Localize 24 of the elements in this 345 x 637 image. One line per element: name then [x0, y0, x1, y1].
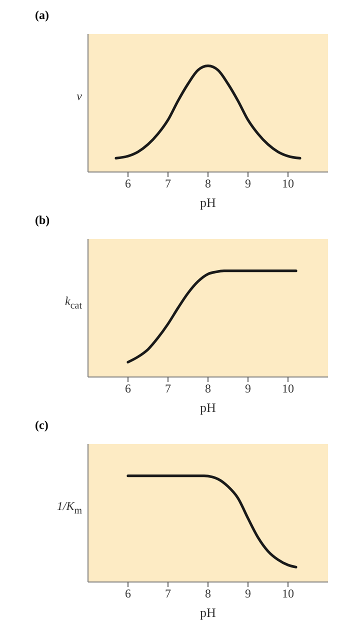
x-tick-label: 9 [245, 586, 251, 601]
x-tick-label: 8 [205, 586, 211, 601]
x-tick-label: 9 [245, 176, 251, 191]
x-axis-title: pH [200, 605, 216, 620]
x-tick-label: 8 [205, 176, 211, 191]
x-tick-label: 7 [165, 382, 171, 396]
chart-title: (a) [35, 8, 49, 23]
x-tick-label: 7 [165, 586, 171, 601]
x-tick-label: 8 [205, 382, 211, 396]
x-axis-title: pH [200, 195, 216, 210]
x-tick-label: 10 [282, 382, 294, 396]
chart-title: (b) [35, 213, 50, 228]
x-tick-label: 6 [125, 382, 131, 396]
x-tick-label: 9 [245, 382, 251, 396]
y-axis-title: 1/K$_{m}$ [56, 499, 82, 516]
y-axis-title: v [76, 89, 82, 104]
x-tick-label: 6 [125, 586, 131, 601]
x-axis-title: pH [200, 400, 216, 415]
y-axis-title: k$_{cat}$ [65, 294, 82, 312]
x-tick-label: 6 [125, 176, 131, 191]
x-tick-label: 10 [282, 586, 294, 601]
x-tick-label: 10 [282, 176, 294, 191]
x-tick-label: 7 [165, 176, 171, 191]
chart-title: (c) [35, 418, 48, 433]
